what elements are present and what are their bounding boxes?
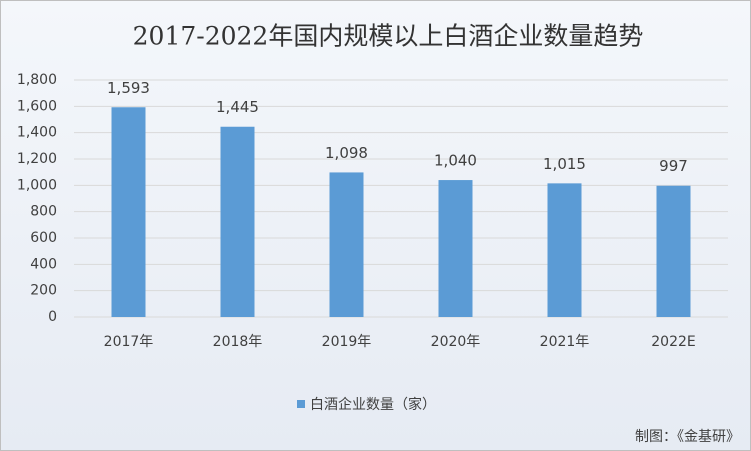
y-tick-label: 1,000 [17, 177, 57, 193]
y-tick-label: 1,200 [17, 151, 57, 167]
data-label: 1,015 [543, 155, 586, 173]
y-tick-label: 600 [30, 230, 57, 246]
legend-label: 白酒企业数量（家） [310, 396, 436, 413]
x-tick-label: 2022E [651, 334, 695, 350]
y-tick-label: 0 [48, 309, 57, 325]
y-tick-label: 1,400 [17, 125, 57, 141]
data-label: 1,593 [107, 79, 150, 97]
bar [438, 180, 473, 317]
x-tick-label: 2018年 [213, 334, 263, 350]
bar [111, 107, 146, 317]
data-label: 1,445 [216, 98, 259, 116]
legend-swatch [297, 400, 305, 408]
bar [220, 126, 255, 317]
data-label: 1,040 [434, 152, 477, 170]
data-label: 1,098 [325, 144, 368, 162]
data-label: 997 [659, 157, 688, 175]
y-tick-label: 1,800 [17, 72, 57, 88]
chart-title: 2017-2022年国内规模以上白酒企业数量趋势 [133, 22, 644, 51]
bar [329, 172, 364, 317]
x-tick-label: 2021年 [540, 334, 590, 350]
x-tick-label: 2017年 [104, 334, 154, 350]
y-tick-label: 200 [30, 283, 57, 299]
y-tick-label: 800 [30, 204, 57, 220]
bar [547, 183, 582, 317]
x-tick-label: 2019年 [322, 334, 372, 350]
x-tick-label: 2020年 [431, 334, 481, 350]
source: 制图：《金基研》 [635, 428, 740, 445]
y-tick-label: 1,600 [17, 98, 57, 114]
y-tick-label: 400 [30, 256, 57, 272]
bar [656, 185, 691, 317]
